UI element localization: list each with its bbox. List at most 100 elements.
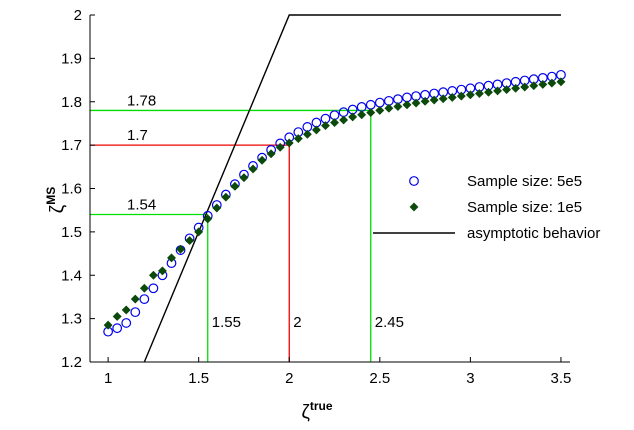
- point-1e5: [420, 96, 430, 106]
- guide-x-label-1: 2: [293, 314, 301, 331]
- point-1e5: [348, 112, 358, 122]
- x-tick-label: 1.5: [188, 370, 209, 387]
- guide-labels: 1.55 1.54 2 1.7 2.45 1.78: [127, 92, 404, 331]
- x-axis-label-sup: true: [310, 399, 333, 413]
- point-1e5: [411, 98, 421, 108]
- guide-x-label-2: 2.45: [375, 314, 404, 331]
- point-1e5: [447, 92, 457, 102]
- point-1e5: [275, 142, 285, 152]
- point-1e5: [511, 83, 521, 93]
- point-1e5: [194, 227, 204, 237]
- point-1e5: [212, 203, 222, 213]
- point-1e5: [393, 101, 403, 112]
- x-tick-label: 2.5: [369, 370, 390, 387]
- point-1e5: [556, 77, 566, 87]
- point-1e5: [266, 149, 276, 159]
- point-1e5: [538, 79, 548, 89]
- plot-background: [90, 15, 570, 362]
- y-axis-label-base: ζ: [47, 204, 68, 213]
- point-1e5: [520, 82, 530, 92]
- x-tick-label: 1: [104, 370, 112, 387]
- point-1e5: [139, 283, 149, 293]
- point-1e5: [112, 311, 122, 322]
- point-1e5: [547, 78, 557, 88]
- point-1e5: [483, 87, 494, 97]
- point-1e5: [357, 110, 367, 120]
- guide-y-label-0: 1.54: [127, 197, 156, 214]
- guide-x-label-0: 1.55: [212, 314, 241, 331]
- axes: [89, 14, 570, 363]
- point-1e5: [429, 95, 439, 105]
- legend-marker-1e5: [409, 202, 419, 212]
- point-1e5: [311, 125, 321, 135]
- point-1e5: [130, 294, 140, 304]
- guide-lines: [90, 109, 372, 362]
- point-1e5: [402, 100, 412, 110]
- point-5e5: [130, 307, 141, 318]
- point-1e5: [438, 94, 448, 104]
- point-1e5: [176, 244, 186, 254]
- point-1e5: [293, 134, 303, 144]
- legend-marker-5e5: [409, 176, 419, 186]
- x-tick-label: 2: [285, 370, 293, 387]
- x-axis-label: ζtrue: [301, 399, 332, 423]
- point-5e5: [121, 318, 132, 328]
- x-tick-label: 3: [466, 370, 474, 387]
- point-1e5: [366, 108, 376, 118]
- x-axis-label-base: ζ: [301, 402, 310, 423]
- guide-y-label-1: 1.7: [127, 127, 148, 144]
- y-tick-label: 1.8: [61, 94, 82, 111]
- series-1e5: [103, 77, 566, 330]
- point-1e5: [157, 266, 168, 276]
- y-tick-label: 1.9: [61, 50, 82, 67]
- tick-labels: 1 1.5 2 2.5 3 3.5 1.2 1.3 1.4 1.5 1.6 1.7 1.8 1.9 2: [61, 7, 571, 387]
- y-tick-label: 1.5: [61, 224, 82, 241]
- point-1e5: [121, 305, 131, 315]
- svg-text:ζMS: ζMS: [44, 187, 68, 213]
- point-5e5: [148, 283, 159, 294]
- point-1e5: [284, 138, 294, 148]
- point-1e5: [492, 86, 503, 96]
- y-tick-label: 2: [74, 7, 82, 24]
- point-1e5: [320, 121, 331, 131]
- point-1e5: [230, 181, 240, 191]
- asymptotic-line: [143, 14, 561, 363]
- point-1e5: [329, 118, 340, 128]
- point-1e5: [248, 164, 258, 174]
- legend: Sample size: 5e5 Sample size: 1e5 asymptot…: [373, 173, 600, 242]
- point-1e5: [257, 155, 267, 165]
- point-1e5: [302, 129, 312, 139]
- point-1e5: [456, 91, 466, 101]
- y-tick-label: 1.6: [61, 181, 82, 198]
- point-1e5: [339, 115, 349, 125]
- point-1e5: [375, 105, 385, 115]
- point-1e5: [203, 214, 213, 224]
- legend-label-5e5: Sample size: 5e5: [467, 173, 582, 190]
- point-1e5: [103, 320, 113, 330]
- point-1e5: [502, 85, 512, 95]
- y-tick-label: 1.2: [61, 354, 82, 371]
- asymptotic-polyline: [143, 14, 561, 363]
- point-1e5: [185, 235, 195, 246]
- point-1e5: [384, 103, 394, 113]
- point-1e5: [529, 81, 539, 91]
- point-1e5: [221, 192, 231, 202]
- point-1e5: [166, 253, 177, 263]
- guide-y-label-2: 1.78: [127, 92, 156, 109]
- point-5e5: [112, 323, 123, 334]
- point-5e5: [139, 294, 150, 305]
- legend-label-1e5: Sample size: 1e5: [467, 199, 582, 216]
- y-axis-label: ζMS: [44, 187, 68, 213]
- y-axis-label-sup: MS: [44, 187, 58, 205]
- point-1e5: [239, 173, 249, 183]
- y-tick-label: 1.7: [61, 137, 82, 154]
- point-1e5: [148, 270, 158, 280]
- x-tick-label: 3.5: [551, 370, 572, 387]
- y-tick-label: 1.3: [61, 311, 82, 328]
- point-1e5: [474, 88, 484, 99]
- legend-label-asymptotic: asymptotic behavior: [467, 225, 600, 242]
- point-1e5: [465, 90, 475, 100]
- y-tick-label: 1.4: [61, 267, 82, 284]
- svg-text:ζtrue: ζtrue: [301, 399, 332, 423]
